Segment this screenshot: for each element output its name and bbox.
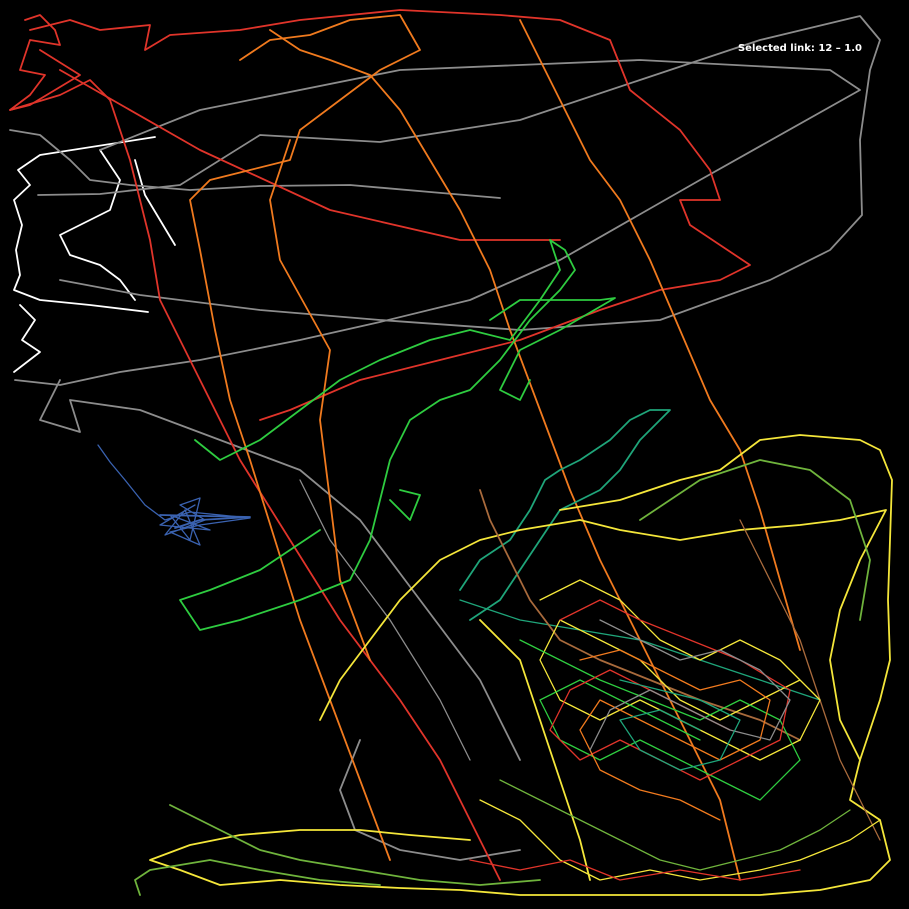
trace-yellow: [149, 434, 893, 896]
selected-link-label: Selected link:: [737, 43, 815, 54]
trace-teal: [459, 409, 821, 701]
trace-olive: [134, 459, 871, 896]
trace-orange: [189, 14, 801, 881]
trace-red: [9, 9, 751, 881]
trace-blue: [97, 444, 251, 546]
trace-white: [13, 136, 176, 373]
trace-brown: [479, 489, 881, 841]
trace-green: [179, 239, 616, 631]
dense-cluster: [469, 579, 881, 881]
trace-gray: [9, 15, 881, 861]
selected-link-value: 12 – 1.0: [818, 43, 862, 54]
selected-link-status: Selected link: 12 – 1.0: [738, 43, 862, 54]
